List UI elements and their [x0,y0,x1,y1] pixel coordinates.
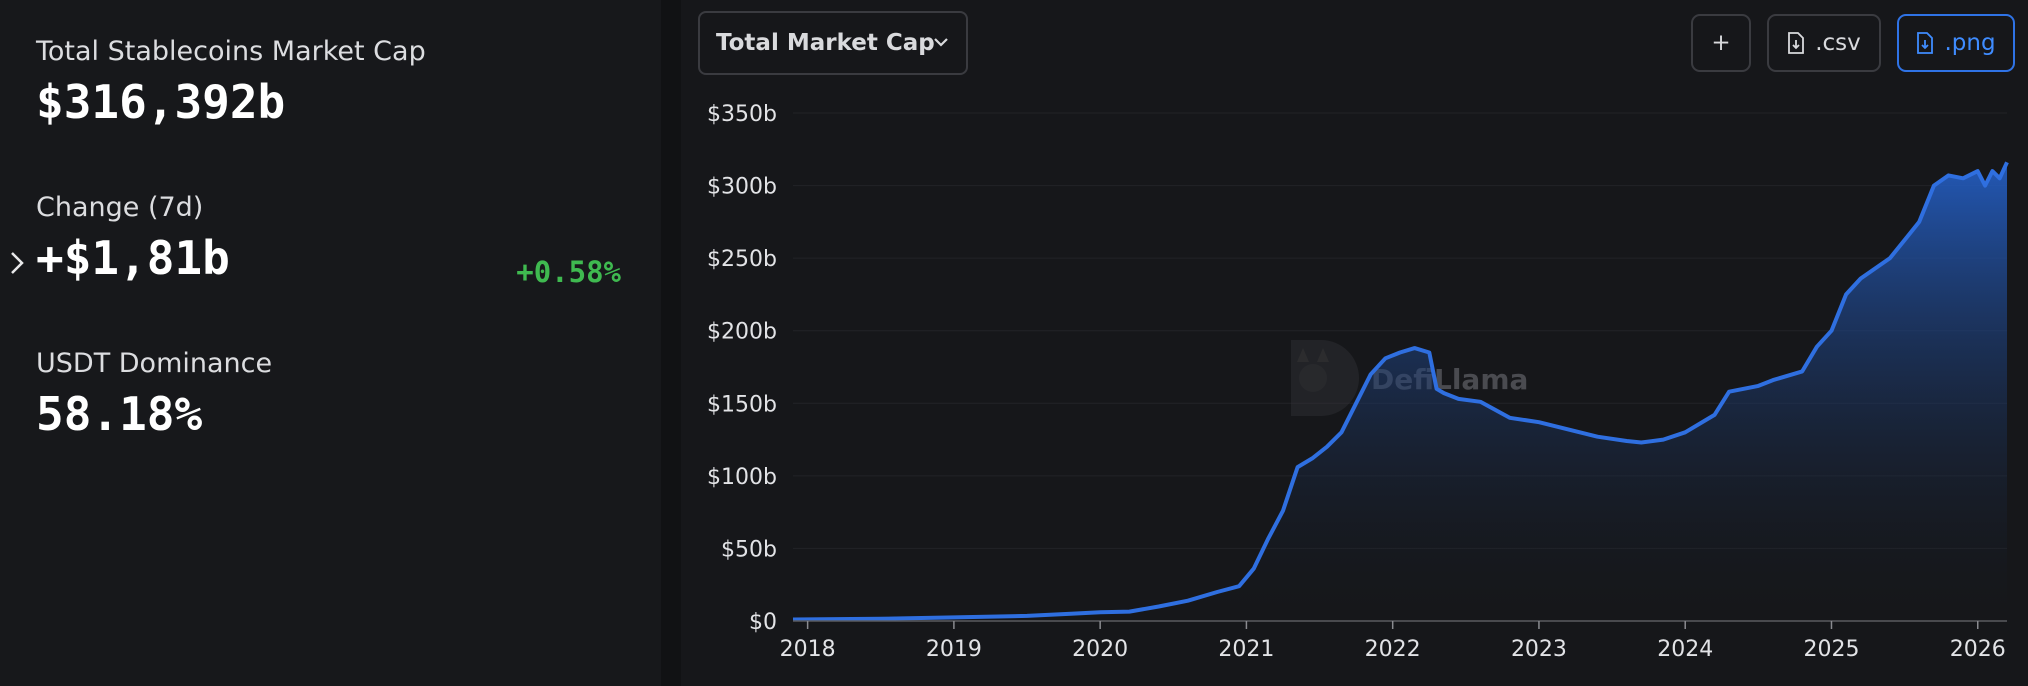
market-cap-area [793,162,2007,622]
file-download-icon [1788,32,1805,54]
dominance-value: 58.18% [36,387,203,441]
chevron-right-icon[interactable] [8,248,26,278]
x-tick-label: 2018 [780,637,836,662]
y-tick-label: $50b [721,537,777,562]
dominance-label: USDT Dominance [36,348,273,379]
market-cap-line [792,161,2009,622]
change-value: +$1,81b [36,231,230,285]
y-tick-label: $350b [707,102,777,127]
download-csv-button[interactable]: .csv [1767,14,1881,72]
x-tick-label: 2024 [1657,637,1713,662]
x-tick-label: 2020 [1072,637,1128,662]
y-tick-label: $0 [749,610,777,635]
y-tick-label: $250b [707,247,777,272]
x-tick-label: 2019 [926,637,982,662]
y-tick-label: $200b [707,320,777,345]
stats-panel: Total Stablecoins Market Cap $316,392b C… [0,0,661,686]
x-tick-label: 2026 [1950,637,2006,662]
y-tick-label: $150b [707,392,777,417]
market-cap-chart: DefiLlama $0$50b$100b$150b$200b$250b$300… [707,102,2009,662]
file-download-icon [1917,32,1934,54]
x-tick-label: 2022 [1365,637,1421,662]
market-cap-label: Total Stablecoins Market Cap [36,36,426,67]
download-png-button[interactable]: .png [1897,14,2015,72]
panel-divider [661,0,681,686]
add-button[interactable]: + [1691,14,1751,72]
y-tick-label: $300b [707,175,777,200]
llama-logo-icon [1291,340,1359,416]
x-axis: 2018 2019 2020 2021 2022 2023 2024 2025 2026 [780,620,2007,662]
plus-icon: + [1711,30,1731,56]
metric-select-value: Total Market Cap [716,30,935,56]
change-percent-badge: +0.58% [516,255,621,289]
png-label: .png [1944,30,1996,56]
x-tick-label: 2025 [1803,637,1859,662]
chevron-down-icon [934,38,948,47]
market-cap-value: $316,392b [36,75,286,129]
y-tick-label: $100b [707,465,777,490]
y-axis: $0 $50b $100b $150b $200b $250b $300b $350b [707,102,777,635]
x-tick-label: 2021 [1218,637,1274,662]
metric-select[interactable]: Total Market Cap [698,11,968,75]
csv-label: .csv [1815,30,1861,56]
chart-panel: DefiLlama $0 $50b $100b $150b $200b $250b $300… [681,0,2028,686]
x-tick-label: 2023 [1511,637,1567,662]
change-label: Change (7d) [36,192,204,223]
